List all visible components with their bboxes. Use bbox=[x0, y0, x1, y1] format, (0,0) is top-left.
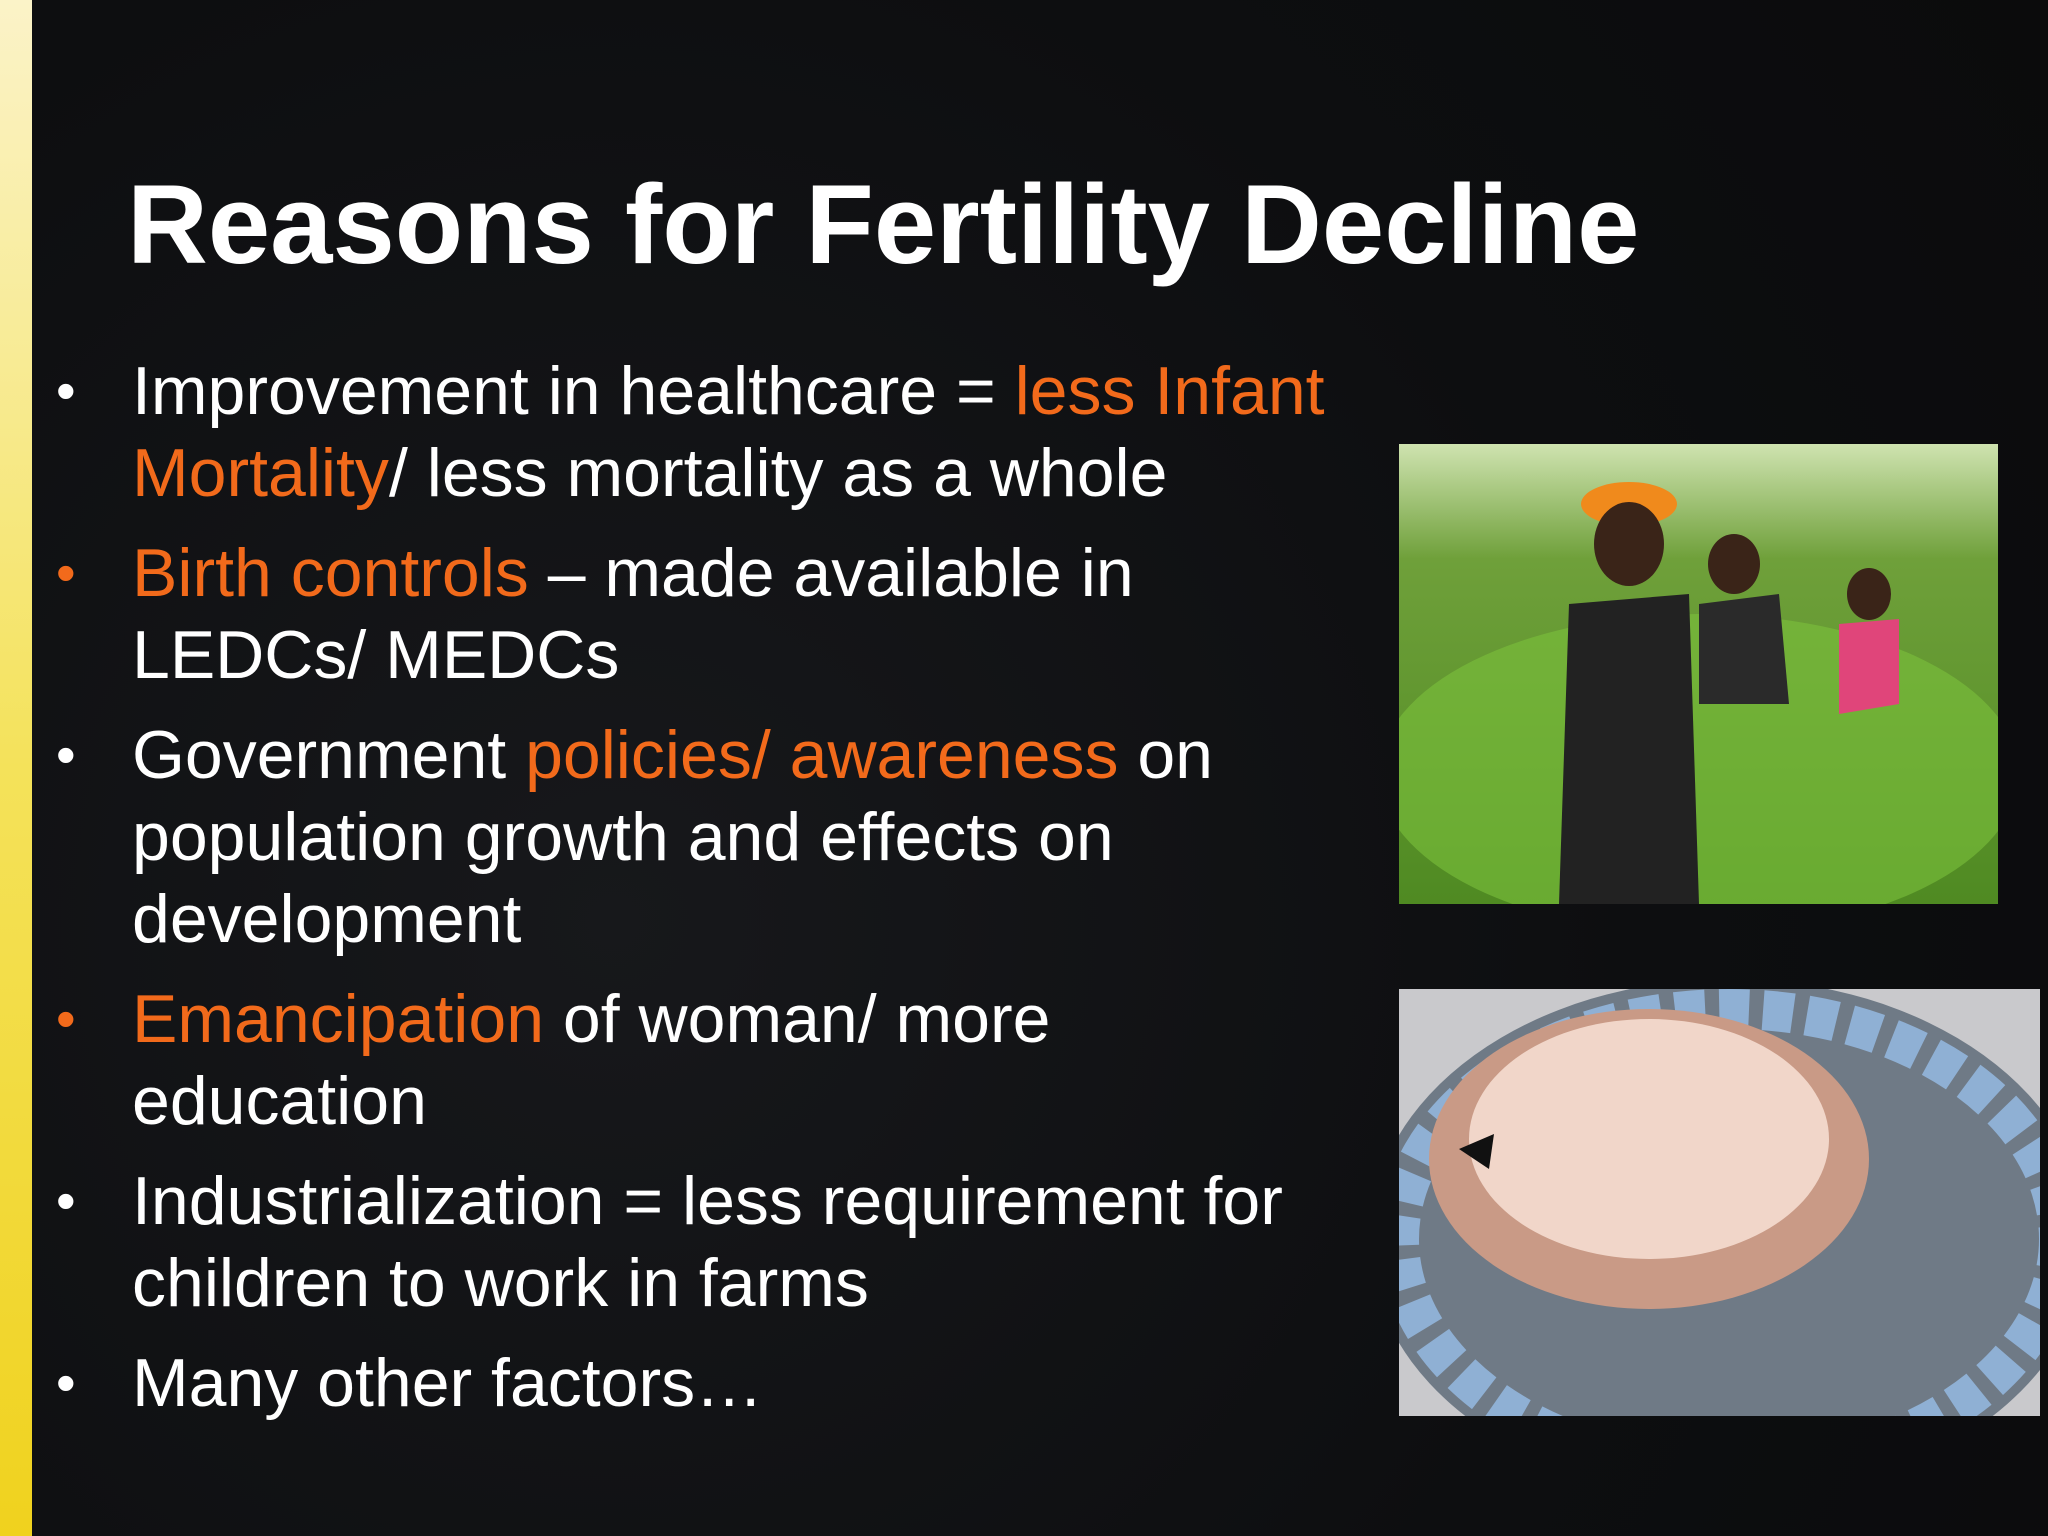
bullet-text: Government bbox=[132, 717, 526, 793]
bullet-dot: • bbox=[56, 541, 76, 604]
bullet-text: on population growth and effects on deve… bbox=[132, 717, 1213, 957]
accent-strip bbox=[0, 0, 32, 1536]
bullet-text: of woman/ more education bbox=[132, 981, 1051, 1139]
bullet-item: • Emancipation of woman/ more education bbox=[0, 978, 1360, 1142]
bullet-dot: • bbox=[56, 1351, 76, 1414]
highlight-text: less Infant Mortality bbox=[132, 353, 1325, 511]
pill-photo bbox=[1399, 989, 2040, 1416]
bullet-dot: • bbox=[56, 1169, 76, 1232]
bullet-dot: • bbox=[56, 359, 76, 422]
highlight-text: Emancipation bbox=[132, 981, 545, 1057]
bullet-text: – made available in LEDCs/ MEDCs bbox=[132, 535, 1134, 693]
bullet-text: / less mortality as a whole bbox=[388, 435, 1168, 511]
bullet-item: • Many other factors… bbox=[0, 1342, 1360, 1424]
bullet-list: • Improvement in healthcare = less Infant… bbox=[0, 350, 1360, 1442]
highlight-text: Birth controls bbox=[132, 535, 529, 611]
farm-photo bbox=[1399, 444, 1998, 904]
bullet-item: • Improvement in healthcare = less Infant… bbox=[0, 350, 1360, 514]
bullet-item: • Government policies/ awareness on popul… bbox=[0, 714, 1360, 960]
bullet-text: Many other factors… bbox=[132, 1345, 764, 1421]
bullet-dot: • bbox=[56, 723, 76, 786]
bullet-text: Industrialization = less requirement for… bbox=[132, 1163, 1283, 1321]
highlight-text: policies/ awareness bbox=[525, 717, 1119, 793]
bullet-item: • Birth controls – made available in LEDC… bbox=[0, 532, 1360, 696]
slide-title: Reasons for Fertility Decline bbox=[127, 162, 1640, 287]
bullet-dot: • bbox=[56, 987, 76, 1050]
bullet-item: • Industrialization = less requirement fo… bbox=[0, 1160, 1360, 1324]
bullet-text: Improvement in healthcare = bbox=[132, 353, 1015, 429]
